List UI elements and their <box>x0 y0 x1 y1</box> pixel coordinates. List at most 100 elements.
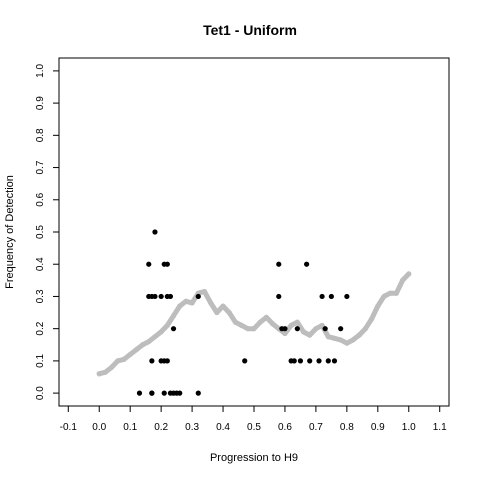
smooth-point <box>356 332 362 338</box>
x-tick-label: 0.3 <box>185 422 199 433</box>
data-point <box>149 358 155 364</box>
data-point <box>291 358 297 364</box>
x-tick-label: 0.0 <box>92 422 106 433</box>
data-point <box>307 358 313 364</box>
y-axis-label: Frequency of Detection <box>4 175 16 289</box>
smooth-point <box>269 321 276 327</box>
data-point <box>331 358 338 364</box>
smooth-point <box>245 326 251 332</box>
x-tick-label: 0.6 <box>278 422 292 433</box>
data-point <box>297 358 304 364</box>
smooth-point <box>393 290 399 296</box>
smooth-point <box>214 309 220 316</box>
x-tick-label: 0.2 <box>154 422 168 433</box>
data-point <box>325 358 331 364</box>
smooth-point <box>220 303 226 309</box>
data-point <box>158 293 164 300</box>
y-tick-label: 0.3 <box>35 289 46 303</box>
smooth-point <box>300 329 307 335</box>
y-tick-label: 1.0 <box>35 64 46 78</box>
smooth-point <box>331 335 338 341</box>
x-tick-label: -0.1 <box>60 422 78 433</box>
smooth-point <box>232 319 239 325</box>
x-tick-label: 0.8 <box>340 422 354 433</box>
y-tick-label: 0.7 <box>35 160 46 174</box>
data-point <box>319 293 325 300</box>
y-tick-label: 0.6 <box>35 192 46 206</box>
plot-frame <box>58 57 450 407</box>
smooth-point <box>102 369 109 375</box>
data-point <box>177 390 183 396</box>
data-point <box>152 229 158 235</box>
x-tick-label: 0.7 <box>309 422 323 433</box>
data-point <box>344 293 350 300</box>
smooth-point <box>189 300 195 306</box>
data-point <box>322 326 328 332</box>
y-tick-label: 0.5 <box>35 225 46 239</box>
data-point <box>146 261 152 267</box>
data-point <box>338 326 344 332</box>
smooth-point <box>115 358 121 364</box>
data-point <box>304 261 310 267</box>
smooth-point <box>406 271 412 277</box>
smooth-point <box>344 340 350 346</box>
smooth-point <box>350 337 356 343</box>
smooth-point <box>381 293 387 300</box>
smooth-point <box>362 326 369 332</box>
smooth-point <box>319 322 325 329</box>
data-point <box>316 358 322 364</box>
y-tick-label: 0.8 <box>35 128 46 142</box>
data-point <box>276 261 282 267</box>
smooth-point <box>369 316 375 322</box>
smooth-point <box>133 347 139 353</box>
x-tick-label: 1.1 <box>433 422 447 433</box>
data-point <box>276 293 282 300</box>
y-axis: 0.0 0.1 0.2 0.3 0.4 0.5 0.6 0.7 0.8 0.9 1.0 <box>35 64 59 400</box>
smooth-line <box>96 271 412 377</box>
smooth-point <box>96 371 102 377</box>
x-tick-label: 0.9 <box>371 422 385 433</box>
data-point <box>195 390 201 396</box>
y-tick-label: 0.2 <box>35 321 46 335</box>
smooth-point <box>375 303 381 309</box>
smooth-point <box>325 334 331 340</box>
smooth-point <box>313 326 319 332</box>
smooth-series <box>96 271 412 377</box>
smooth-point <box>177 303 183 309</box>
smooth-point <box>201 289 208 295</box>
data-point <box>167 293 174 300</box>
data-point <box>164 358 170 364</box>
data-point <box>161 390 167 396</box>
smooth-point <box>158 329 164 335</box>
smooth-point <box>152 334 158 340</box>
smooth-point <box>288 322 294 329</box>
y-tick-label: 0.9 <box>35 96 46 110</box>
y-tick-label: 0.4 <box>35 257 46 271</box>
x-axis-label: Progression to H9 <box>210 452 298 464</box>
smooth-point <box>387 290 393 296</box>
x-tick-label: 0.5 <box>247 422 261 433</box>
smooth-point <box>183 298 189 304</box>
data-point <box>195 293 201 300</box>
smooth-point <box>307 332 313 338</box>
y-tick-label: 0.1 <box>35 354 46 368</box>
smooth-point <box>127 351 133 358</box>
smooth-point <box>251 326 257 332</box>
x-tick-label: 1.0 <box>402 422 416 433</box>
smooth-point <box>208 300 214 306</box>
smooth-point <box>170 313 177 319</box>
data-point <box>282 326 288 332</box>
smooth-point <box>239 322 245 329</box>
smooth-point <box>164 322 170 329</box>
smooth-point <box>139 342 146 348</box>
smooth-point <box>121 356 127 362</box>
x-axis: -0.1 0.0 0.1 0.2 0.3 0.4 0.5 0.6 0.7 0.8 0.9 1.0 1.1 <box>60 406 447 433</box>
smooth-point <box>226 309 232 316</box>
y-tick-label: 0.0 <box>35 386 46 400</box>
data-point <box>294 326 300 332</box>
smooth-point <box>109 364 115 370</box>
smooth-point <box>399 277 406 283</box>
smooth-point <box>146 338 152 345</box>
data-point <box>152 293 158 300</box>
